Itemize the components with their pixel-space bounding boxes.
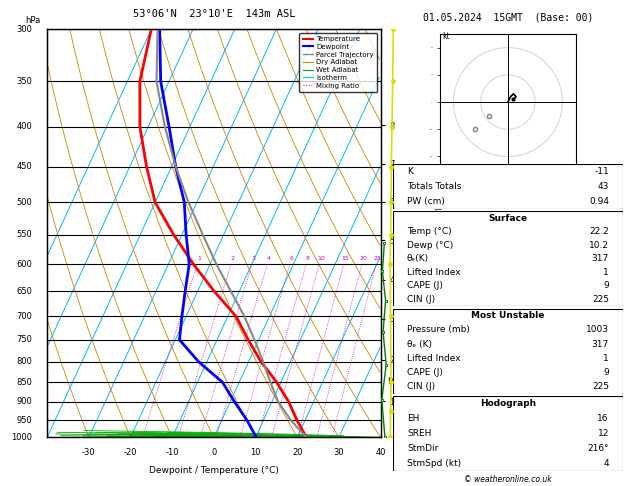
Text: 400: 400 [16,122,32,131]
Text: 317: 317 [592,340,609,348]
Text: 40: 40 [376,448,386,457]
Text: 43: 43 [598,182,609,191]
Text: 1: 1 [603,268,609,277]
Text: 16: 16 [598,414,609,423]
Text: -10: -10 [165,448,179,457]
Text: EH: EH [407,414,420,423]
Text: © weatheronline.co.uk: © weatheronline.co.uk [464,475,552,485]
Text: θₑ(K): θₑ(K) [407,254,429,263]
Text: 216°: 216° [587,444,609,453]
Text: hPa: hPa [26,16,41,25]
Text: StmSpd (kt): StmSpd (kt) [407,459,461,469]
Text: 600: 600 [16,260,32,269]
Text: 4: 4 [603,459,609,469]
Text: CAPE (J): CAPE (J) [407,368,443,377]
Text: 350: 350 [16,77,32,86]
Text: Hodograph: Hodograph [480,399,536,408]
Text: 15: 15 [342,256,349,261]
Text: Lifted Index: Lifted Index [407,354,460,363]
Text: 317: 317 [592,254,609,263]
Text: 12: 12 [598,429,609,438]
Text: 0: 0 [211,448,216,457]
Text: θₑ (K): θₑ (K) [407,340,432,348]
Text: 225: 225 [592,295,609,304]
Text: 225: 225 [592,382,609,391]
Text: Dewpoint / Temperature (°C): Dewpoint / Temperature (°C) [149,466,279,475]
Y-axis label: km
ASL: km ASL [398,226,417,241]
Text: Temp (°C): Temp (°C) [407,227,452,236]
Text: 750: 750 [16,335,32,345]
Text: 1: 1 [198,256,201,261]
Text: 30: 30 [333,448,344,457]
Text: 550: 550 [16,230,32,239]
Text: Dewp (°C): Dewp (°C) [407,241,453,250]
Text: 700: 700 [16,312,32,321]
Text: Mixing Ratio (g/kg): Mixing Ratio (g/kg) [436,197,445,270]
Text: 500: 500 [16,198,32,207]
Text: 1: 1 [603,354,609,363]
Text: 650: 650 [16,287,32,296]
Text: -30: -30 [82,448,96,457]
Text: 850: 850 [16,378,32,387]
Text: 900: 900 [16,397,32,406]
Text: 6: 6 [289,256,293,261]
Text: CAPE (J): CAPE (J) [407,281,443,290]
Text: PW (cm): PW (cm) [407,197,445,206]
Text: 01.05.2024  15GMT  (Base: 00): 01.05.2024 15GMT (Base: 00) [423,13,593,22]
Text: kt: kt [443,33,450,41]
Text: 25: 25 [374,256,382,261]
Text: StmDir: StmDir [407,444,438,453]
Text: 4: 4 [267,256,271,261]
Text: 20: 20 [292,448,303,457]
Text: 8: 8 [306,256,310,261]
Text: 53°06'N  23°10'E  143m ASL: 53°06'N 23°10'E 143m ASL [133,9,295,19]
Text: 450: 450 [16,162,32,171]
Text: 800: 800 [16,357,32,366]
Text: 10.2: 10.2 [589,241,609,250]
Text: 300: 300 [16,25,32,34]
Text: 3: 3 [252,256,256,261]
Text: -20: -20 [124,448,137,457]
Text: Pressure (mb): Pressure (mb) [407,325,470,334]
Text: CIN (J): CIN (J) [407,295,435,304]
Text: Totals Totals: Totals Totals [407,182,461,191]
Text: 950: 950 [16,416,32,424]
Text: Most Unstable: Most Unstable [471,311,545,320]
Text: 9: 9 [603,368,609,377]
Text: Lifted Index: Lifted Index [407,268,460,277]
Text: Surface: Surface [488,214,528,223]
Text: LCL: LCL [387,377,403,386]
Text: 10: 10 [317,256,325,261]
Text: K: K [407,167,413,176]
Text: 1003: 1003 [586,325,609,334]
Text: 10: 10 [250,448,261,457]
Text: 2: 2 [231,256,235,261]
Text: 9: 9 [603,281,609,290]
Text: 1000: 1000 [11,433,32,442]
Text: SREH: SREH [407,429,431,438]
Text: -11: -11 [594,167,609,176]
Text: 0.94: 0.94 [589,197,609,206]
Text: 20: 20 [360,256,367,261]
Legend: Temperature, Dewpoint, Parcel Trajectory, Dry Adiabat, Wet Adiabat, Isotherm, Mi: Temperature, Dewpoint, Parcel Trajectory… [299,33,377,92]
Text: 22.2: 22.2 [589,227,609,236]
Text: CIN (J): CIN (J) [407,382,435,391]
